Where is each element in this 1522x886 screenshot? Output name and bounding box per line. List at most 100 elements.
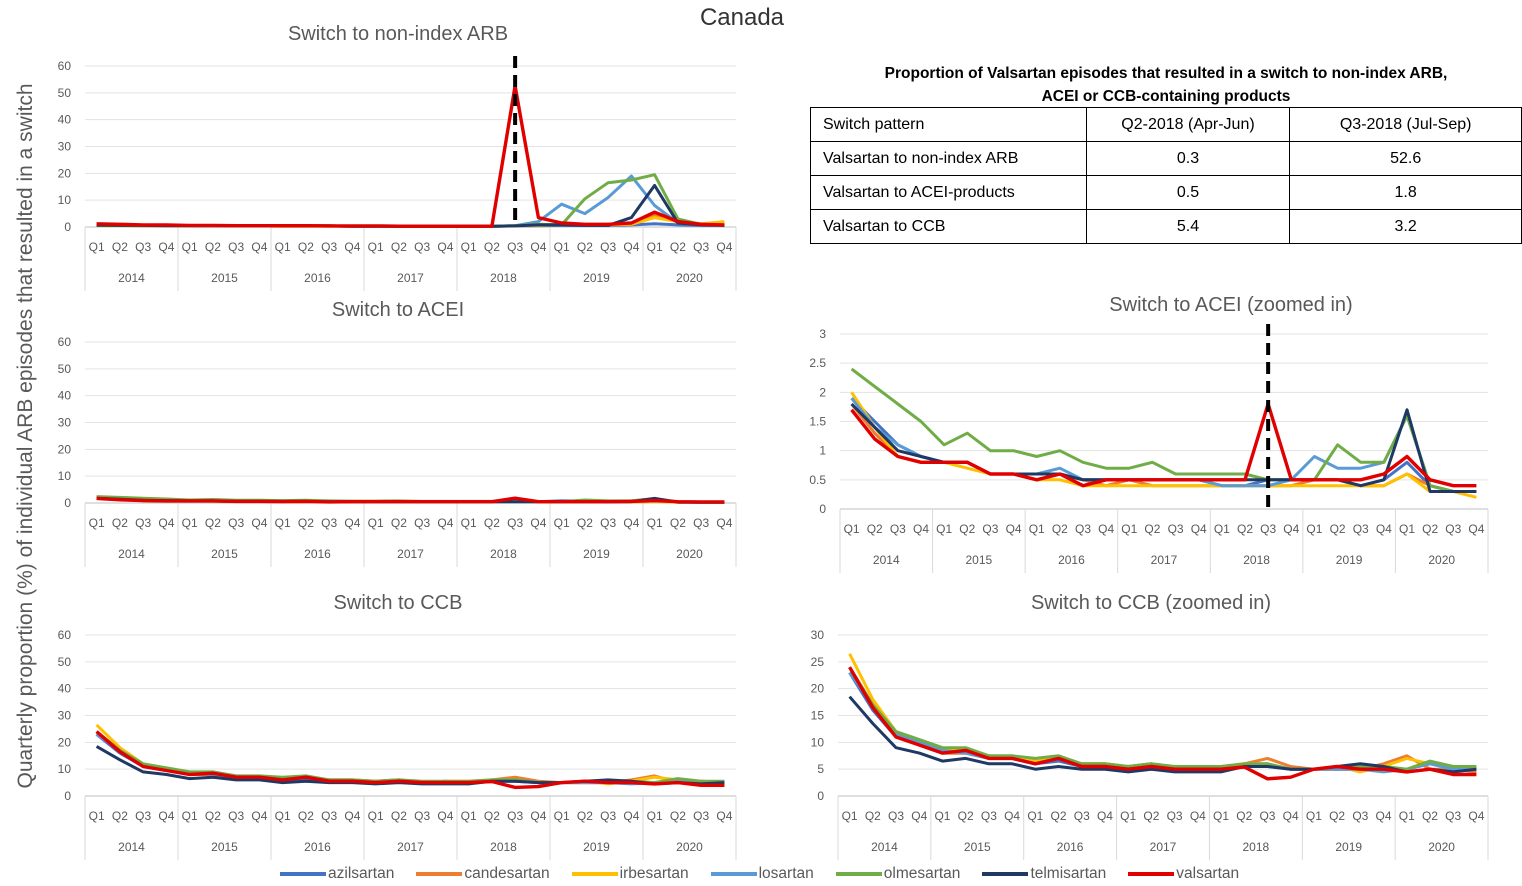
x-tick-label: Q3	[135, 809, 151, 823]
x-tick-label: Q2	[670, 240, 686, 254]
x-tick-label: Q4	[530, 809, 546, 823]
table-header-cell: Q2-2018 (Apr-Jun)	[1085, 107, 1291, 142]
x-year-label: 2015	[211, 840, 238, 854]
legend-item: losartan	[710, 865, 814, 883]
x-tick-label: Q3	[693, 240, 709, 254]
x-tick-label: Q1	[554, 809, 570, 823]
x-tick-label: Q1	[842, 809, 858, 823]
x-tick-label: Q1	[461, 809, 477, 823]
y-tick-label: 0.5	[809, 473, 826, 487]
x-tick-label: Q1	[1213, 809, 1229, 823]
x-tick-label: Q2	[298, 516, 314, 530]
x-tick-label: Q1	[368, 516, 384, 530]
x-tick-label: Q2	[391, 516, 407, 530]
x-tick-label: Q1	[1029, 522, 1045, 536]
x-tick-label: Q3	[414, 240, 430, 254]
table-header-row: Switch pattern Q2-2018 (Apr-Jun) Q3-2018…	[810, 107, 1522, 142]
x-tick-label: Q2	[391, 240, 407, 254]
legend-item: telmisartan	[982, 865, 1106, 883]
x-tick-label: Q1	[934, 809, 950, 823]
legend-item: valsartan	[1128, 865, 1239, 883]
table-header-cell: Switch pattern	[810, 107, 1087, 142]
x-tick-label: Q1	[647, 516, 663, 530]
x-tick-label: Q1	[368, 809, 384, 823]
x-year-label: 2018	[490, 840, 517, 854]
legend: azilsartan candesartan irbesartan losart…	[280, 862, 1261, 886]
chart-panel: Switch to non-index ARB 0 10 20 30 40 50 60 Q1 Q2…	[58, 23, 737, 291]
x-tick-label: Q1	[1027, 809, 1043, 823]
table-title-line-1: Proportion of Valsartan episodes that re…	[884, 65, 1448, 82]
chart-title: Switch to ACEI (zoomed in)	[1109, 294, 1352, 316]
legend-item: azilsartan	[280, 865, 394, 883]
x-tick-label: Q3	[321, 809, 337, 823]
legend-label: irbesartan	[619, 865, 689, 882]
y-tick-label: 30	[58, 416, 72, 430]
series-line-olmesartan	[850, 367, 1477, 493]
x-tick-label: Q2	[1051, 809, 1067, 823]
x-tick-label: Q4	[344, 809, 360, 823]
x-tick-label: Q3	[507, 809, 523, 823]
chart-title: Switch to CCB	[334, 592, 463, 614]
chart-title: Switch to ACEI	[332, 299, 464, 321]
x-year-label: 2017	[397, 271, 424, 285]
x-tick-label: Q3	[414, 516, 430, 530]
x-tick-label: Q3	[321, 516, 337, 530]
y-tick-label: 60	[58, 628, 72, 642]
x-tick-label: Q3	[1445, 522, 1461, 536]
x-tick-label: Q4	[1191, 522, 1207, 536]
y-tick-label: 1	[819, 444, 826, 458]
series-line-valsartan	[850, 402, 1477, 488]
x-tick-label: Q4	[1098, 522, 1114, 536]
x-year-label: 2015	[966, 553, 993, 567]
x-tick-label: Q1	[461, 516, 477, 530]
x-tick-label: Q1	[89, 809, 105, 823]
legend-swatch	[982, 872, 1029, 876]
table-cell: 0.5	[1085, 175, 1291, 210]
x-tick-label: Q4	[623, 516, 639, 530]
x-tick-label: Q3	[228, 516, 244, 530]
x-tick-label: Q4	[1190, 809, 1206, 823]
legend-label: losartan	[758, 865, 814, 882]
x-tick-label: Q4	[716, 809, 732, 823]
x-tick-label: Q1	[554, 240, 570, 254]
y-tick-label: 5	[817, 762, 824, 776]
x-year-label: 2019	[1336, 553, 1363, 567]
x-tick-label: Q4	[437, 516, 453, 530]
table-cell: Valsartan to non-index ARB	[810, 141, 1087, 176]
x-tick-label: Q3	[1445, 809, 1461, 823]
x-tick-label: Q3	[1168, 522, 1184, 536]
x-year-label: 2020	[676, 547, 703, 561]
x-tick-label: Q3	[890, 522, 906, 536]
y-tick-label: 0	[64, 220, 71, 234]
x-year-label: 2016	[304, 547, 331, 561]
x-tick-label: Q4	[1283, 522, 1299, 536]
x-tick-label: Q2	[112, 809, 128, 823]
x-tick-label: Q4	[344, 516, 360, 530]
x-tick-label: Q2	[577, 516, 593, 530]
y-tick-label: 15	[811, 709, 825, 723]
x-year-label: 2016	[1057, 840, 1084, 854]
x-tick-label: Q1	[1399, 522, 1415, 536]
x-tick-label: Q4	[1006, 522, 1022, 536]
x-tick-label: Q2	[670, 516, 686, 530]
x-tick-label: Q4	[623, 240, 639, 254]
x-year-label: 2019	[583, 547, 610, 561]
x-tick-label: Q2	[958, 809, 974, 823]
y-tick-label: 3	[819, 327, 826, 341]
y-tick-label: 30	[58, 140, 72, 154]
x-year-label: 2016	[304, 271, 331, 285]
y-tick-label: 30	[811, 628, 825, 642]
x-year-label: 2020	[1428, 553, 1455, 567]
x-year-label: 2020	[676, 271, 703, 285]
x-tick-label: Q2	[865, 809, 881, 823]
x-tick-label: Q2	[298, 240, 314, 254]
x-year-label: 2014	[118, 271, 145, 285]
x-year-label: 2018	[1243, 553, 1270, 567]
y-tick-label: 60	[58, 335, 72, 349]
x-tick-label: Q2	[112, 516, 128, 530]
legend-label: azilsartan	[328, 865, 395, 882]
x-tick-label: Q4	[530, 516, 546, 530]
x-tick-label: Q2	[1143, 809, 1159, 823]
x-tick-label: Q4	[911, 809, 927, 823]
